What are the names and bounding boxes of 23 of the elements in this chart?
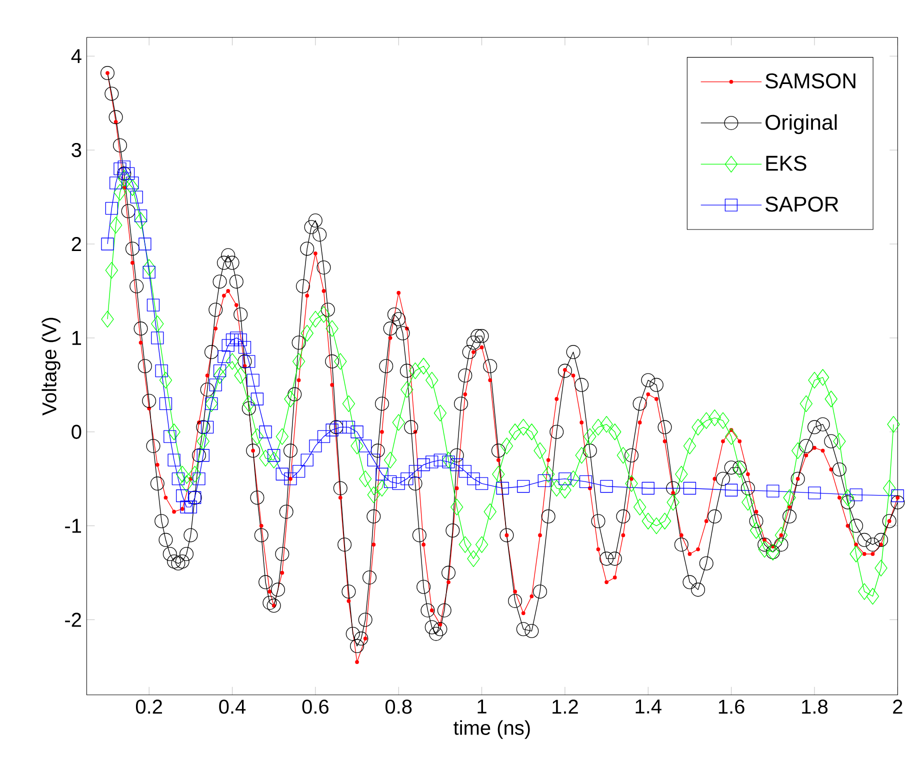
x-tick-label: 0.8	[385, 700, 412, 714]
x-tick-label: 0.6	[302, 700, 328, 714]
legend-label: EKS	[766, 156, 806, 171]
y-axis-title: Voltage (V)	[42, 318, 60, 416]
x-tick-label: 1.2	[552, 700, 578, 714]
x-tick-label: 1	[478, 700, 486, 714]
x-tick-label: 1.8	[802, 700, 828, 714]
x-tick-label: 0.4	[219, 700, 246, 714]
legend-label: SAPOR	[766, 196, 838, 212]
x-tick-label: 2	[893, 700, 902, 714]
legend-label: SAMSON	[766, 73, 856, 88]
y-tick-label: 3	[72, 143, 82, 158]
x-tick-label: 1.4	[636, 700, 662, 714]
y-tick-label: -1	[65, 518, 82, 533]
y-tick-label: 0	[72, 424, 82, 439]
y-tick-label: -2	[65, 612, 81, 627]
y-tick-label: 1	[72, 331, 82, 345]
y-tick-label: 4	[71, 49, 82, 64]
legend-label: Original	[766, 114, 837, 134]
y-tick-label: 2	[72, 237, 81, 252]
x-tick-label: 1.6	[718, 700, 744, 714]
x-tick-label: 0.2	[136, 700, 162, 714]
x-axis-title: time (ns)	[454, 720, 530, 739]
